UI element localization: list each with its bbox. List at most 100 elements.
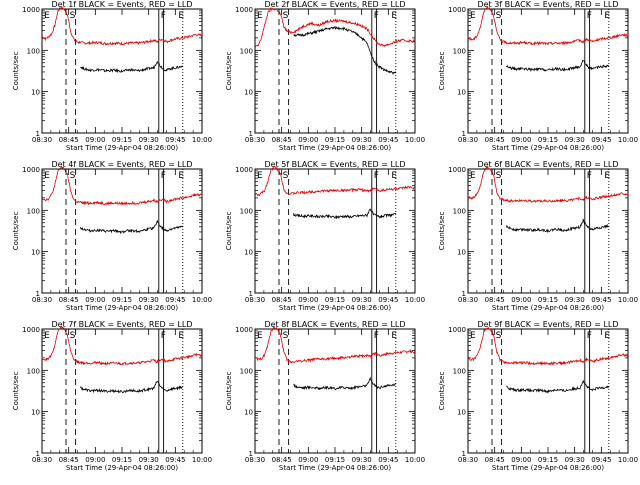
- x-tick-label: 09:15: [325, 456, 345, 464]
- y-tick-label: 10: [457, 89, 466, 97]
- series-lld-line: [467, 326, 629, 366]
- x-tick-label: 09:00: [511, 296, 531, 304]
- y-tick-label: 100: [27, 367, 40, 375]
- series-lld-line: [467, 6, 629, 46]
- panel-title: Det 4f BLACK = Events, RED = LLD: [51, 160, 192, 169]
- y-tick-label: 100: [240, 207, 253, 215]
- y-tick-label: 100: [240, 47, 253, 55]
- x-axis-label: Start Time (29-Apr-04 08:26:00): [66, 304, 178, 312]
- x-tick-label: 08:45: [485, 456, 505, 464]
- y-tick-label: 10: [244, 249, 253, 257]
- x-tick-label: 09:00: [85, 456, 105, 464]
- x-tick-label: 10:00: [192, 136, 212, 144]
- y-axis-label: Counts/sec: [225, 372, 233, 411]
- marker-label-s: S: [283, 11, 289, 21]
- x-tick-label: 08:30: [32, 136, 52, 144]
- panel-det-1f: Det 1f BLACK = Events, RED = LLD 1 10 100 10…: [12, 0, 212, 152]
- x-tick-label: 09:45: [591, 456, 611, 464]
- x-tick-label: 09:00: [511, 456, 531, 464]
- x-tick-label: 09:45: [378, 456, 398, 464]
- x-tick-label: 08:45: [59, 456, 79, 464]
- y-axis-label: Counts/sec: [438, 52, 446, 91]
- y-tick-label: 100: [27, 207, 40, 215]
- x-axis-label: Start Time (29-Apr-04 08:26:00): [279, 464, 391, 472]
- x-tick-label: 09:30: [565, 136, 585, 144]
- y-tick-label: 1000: [448, 326, 466, 334]
- x-tick-label: 09:45: [378, 136, 398, 144]
- x-tick-label: 10:00: [618, 136, 638, 144]
- panel-det-4f: Det 4f BLACK = Events, RED = LLD 1 10 100 10…: [12, 160, 212, 312]
- y-tick-label: 1: [36, 290, 40, 298]
- x-tick-label: 09:30: [352, 456, 372, 464]
- panel-det-2f: Det 2f BLACK = Events, RED = LLD 1 10 100 10…: [225, 0, 425, 152]
- marker-label-e: E: [44, 171, 50, 181]
- x-tick-label: 10:00: [618, 456, 638, 464]
- x-axis-label: Start Time (29-Apr-04 08:26:00): [66, 464, 178, 472]
- y-tick-label: 1: [36, 130, 40, 138]
- y-tick-label: 10: [457, 249, 466, 257]
- x-tick-label: 09:00: [85, 136, 105, 144]
- series-events-line: [293, 376, 397, 391]
- y-tick-label: 10: [31, 409, 40, 417]
- marker-label-s: S: [70, 11, 76, 21]
- x-tick-label: 09:15: [325, 296, 345, 304]
- x-tick-label: 09:30: [139, 296, 159, 304]
- series-events-line: [506, 59, 610, 73]
- marker-label-e: E: [391, 11, 397, 21]
- marker-label-e: E: [604, 11, 610, 21]
- y-tick-label: 1: [462, 130, 466, 138]
- y-tick-label: 1: [249, 450, 253, 458]
- x-tick-label: 10:00: [192, 456, 212, 464]
- x-tick-label: 09:15: [538, 456, 558, 464]
- x-axis-label: Start Time (29-Apr-04 08:26:00): [279, 304, 391, 312]
- x-tick-label: 08:45: [272, 296, 292, 304]
- y-axis-label: Counts/sec: [12, 212, 20, 251]
- series-events-line: [80, 220, 183, 235]
- series-lld-line: [41, 6, 203, 46]
- y-tick-label: 10: [31, 249, 40, 257]
- panel-det-9f: Det 9f BLACK = Events, RED = LLD 1 10 100 10…: [438, 320, 638, 472]
- x-tick-label: 09:30: [352, 296, 372, 304]
- y-tick-label: 1000: [448, 166, 466, 174]
- marker-label-e: E: [44, 11, 50, 21]
- marker-label-e: E: [178, 331, 184, 341]
- x-tick-label: 08:45: [485, 136, 505, 144]
- x-tick-label: 09:15: [112, 456, 132, 464]
- x-tick-label: 09:45: [165, 456, 185, 464]
- panel-det-3f: Det 3f BLACK = Events, RED = LLD 1 10 100 10…: [438, 0, 638, 152]
- x-tick-label: 09:00: [298, 296, 318, 304]
- panel-title: Det 7f BLACK = Events, RED = LLD: [51, 320, 192, 329]
- series-events-line: [506, 379, 610, 395]
- panel-det-7f: Det 7f BLACK = Events, RED = LLD 1 10 100 10…: [12, 320, 212, 472]
- series-lld-line: [41, 325, 203, 367]
- marker-label-f: F: [587, 331, 592, 341]
- panel-det-5f: Det 5f BLACK = Events, RED = LLD 1 10 100 10…: [225, 160, 425, 312]
- y-tick-label: 1000: [22, 166, 40, 174]
- panel-det-6f: Det 6f BLACK = Events, RED = LLD 1 10 100 10…: [438, 160, 638, 312]
- x-tick-label: 09:30: [565, 296, 585, 304]
- series-events-line: [80, 60, 183, 74]
- marker-label-f: F: [161, 331, 166, 341]
- marker-label-e: E: [391, 171, 397, 181]
- x-tick-label: 08:45: [272, 456, 292, 464]
- marker-label-f: F: [374, 331, 379, 341]
- marker-label-f: F: [587, 11, 592, 21]
- series-lld-line: [41, 166, 203, 207]
- y-tick-label: 1: [249, 130, 253, 138]
- x-tick-label: 09:00: [298, 136, 318, 144]
- series-lld-line: [467, 165, 629, 204]
- x-tick-label: 08:30: [245, 296, 265, 304]
- series-events-line: [506, 218, 610, 234]
- marker-label-e: E: [604, 331, 610, 341]
- marker-label-e: E: [391, 331, 397, 341]
- x-axis-label: Start Time (29-Apr-04 08:26:00): [492, 144, 604, 152]
- panel-title: Det 5f BLACK = Events, RED = LLD: [264, 160, 405, 169]
- marker-label-s: S: [70, 331, 76, 341]
- x-axis-label: Start Time (29-Apr-04 08:26:00): [279, 144, 391, 152]
- series-lld-line: [254, 6, 416, 48]
- x-axis-label: Start Time (29-Apr-04 08:26:00): [66, 144, 178, 152]
- x-tick-label: 08:45: [59, 296, 79, 304]
- y-axis-label: Counts/sec: [438, 212, 446, 251]
- y-tick-label: 1000: [235, 6, 253, 14]
